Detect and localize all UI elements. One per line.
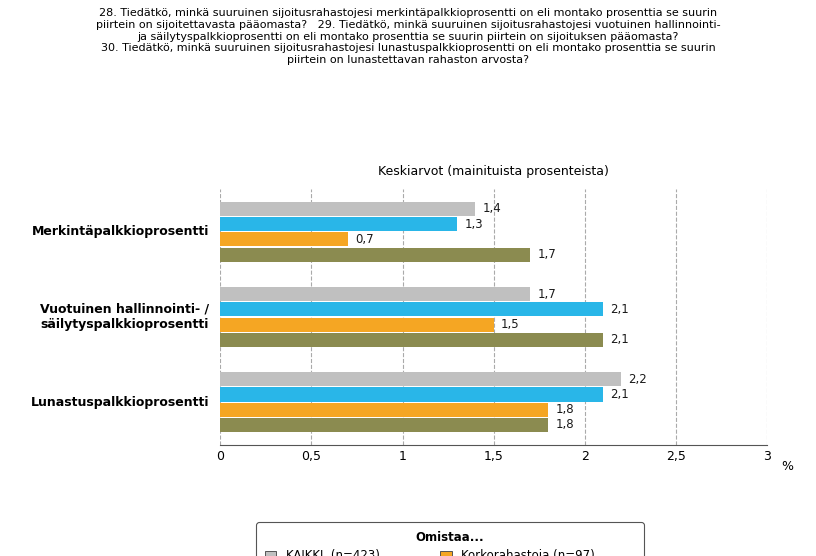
Title: Keskiarvot (mainituista prosenteista): Keskiarvot (mainituista prosenteista) <box>379 165 609 178</box>
Text: 1,8: 1,8 <box>556 403 574 416</box>
Text: 1,3: 1,3 <box>464 217 483 231</box>
Bar <box>220 247 530 262</box>
Bar <box>220 232 348 246</box>
Text: 2,1: 2,1 <box>610 303 629 316</box>
Bar <box>220 217 457 231</box>
Text: 28. Tiedätkö, minkä suuruinen sijoitusrahastojesi merkintäpalkkioprosentti on el: 28. Tiedätkö, minkä suuruinen sijoitusra… <box>95 8 721 64</box>
Text: 2,1: 2,1 <box>610 388 629 401</box>
Bar <box>220 418 548 432</box>
Text: 1,5: 1,5 <box>501 318 520 331</box>
Text: 1,7: 1,7 <box>538 287 557 301</box>
Text: %: % <box>782 460 794 473</box>
Bar <box>220 333 603 347</box>
Bar <box>220 287 530 301</box>
Bar <box>220 372 621 386</box>
Text: 0,7: 0,7 <box>355 233 374 246</box>
Legend: KAIKKI  (n=423), Osakerahastoja (n=135), Korkorahastoja (n=97), Yhdistelmärahast: KAIKKI (n=423), Osakerahastoja (n=135), … <box>256 522 644 556</box>
Bar <box>220 403 548 417</box>
Text: 1,4: 1,4 <box>483 202 502 215</box>
Bar <box>220 302 603 316</box>
Text: 2,2: 2,2 <box>628 373 647 386</box>
Text: 1,7: 1,7 <box>538 248 557 261</box>
Text: 2,1: 2,1 <box>610 333 629 346</box>
Bar <box>220 317 494 331</box>
Text: 1,8: 1,8 <box>556 419 574 431</box>
Bar <box>220 202 476 216</box>
Bar <box>220 388 603 401</box>
